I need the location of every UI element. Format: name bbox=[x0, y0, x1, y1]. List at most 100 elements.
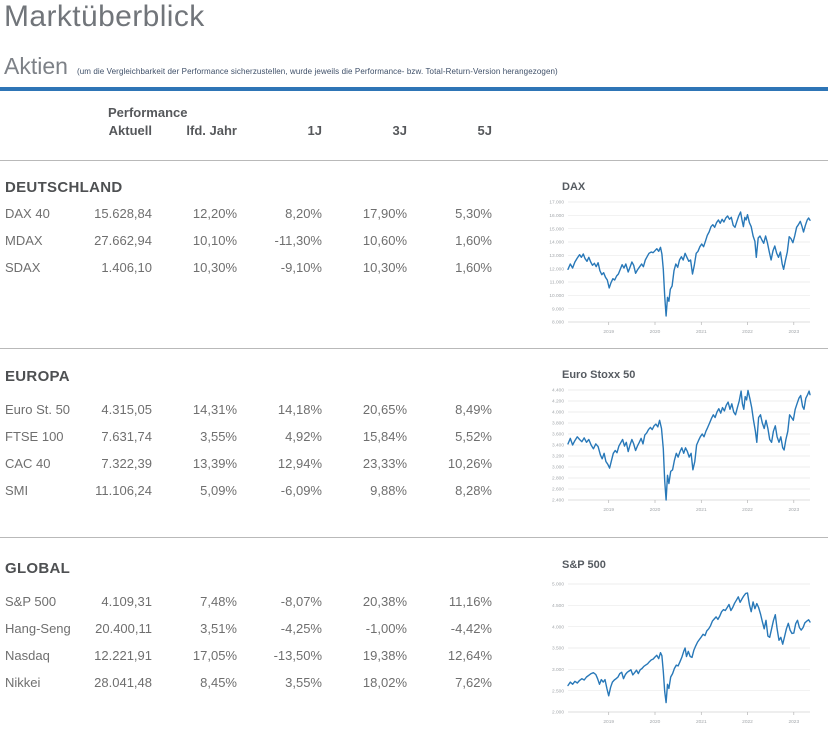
row-value: -1,00% bbox=[365, 621, 407, 636]
svg-text:2019: 2019 bbox=[603, 507, 614, 513]
row-value: -11,30% bbox=[274, 233, 322, 248]
row-value: 10,26% bbox=[447, 456, 492, 471]
row-value: 15.628,84 bbox=[94, 206, 152, 221]
divider bbox=[0, 160, 828, 161]
row-index-name: SDAX bbox=[5, 260, 41, 275]
svg-text:13.000: 13.000 bbox=[549, 253, 564, 259]
row-value: 8,45% bbox=[200, 675, 237, 690]
section-title-global: GLOBAL bbox=[5, 560, 71, 577]
row-value: 4.109,31 bbox=[101, 594, 152, 609]
svg-text:3.500: 3.500 bbox=[552, 646, 564, 652]
column-header-aktuell: Aktuell bbox=[108, 123, 152, 138]
svg-text:2020: 2020 bbox=[650, 329, 661, 335]
svg-text:17.000: 17.000 bbox=[549, 200, 564, 206]
row-value: 20.400,11 bbox=[95, 621, 152, 636]
svg-text:8.000: 8.000 bbox=[552, 320, 564, 326]
svg-text:4.200: 4.200 bbox=[552, 399, 564, 405]
aktien-heading-row: Aktien (um die Vergleichbarkeit der Perf… bbox=[4, 53, 824, 79]
svg-text:2019: 2019 bbox=[603, 329, 614, 335]
svg-text:3.800: 3.800 bbox=[552, 421, 564, 427]
row-index-name: DAX 40 bbox=[5, 206, 50, 221]
svg-text:2022: 2022 bbox=[742, 329, 753, 335]
row-value: 27.662,94 bbox=[94, 233, 152, 248]
table-row: Euro St. 50 4.315,05 14,31% 14,18% 20,65% 8,4… bbox=[5, 396, 492, 423]
row-value: 18,02% bbox=[362, 675, 407, 690]
svg-text:2019: 2019 bbox=[603, 719, 614, 725]
row-value: -4,25% bbox=[280, 621, 322, 636]
row-value: 17,05% bbox=[192, 648, 237, 663]
sp500-chart: 2.000 2.500 3.000 3.500 4.000 4.500 5.000 2019 2… bbox=[552, 582, 811, 725]
row-index-name: S&P 500 bbox=[5, 594, 57, 609]
row-value: 1,60% bbox=[455, 260, 492, 275]
svg-text:2020: 2020 bbox=[650, 719, 661, 725]
svg-text:2.400: 2.400 bbox=[552, 498, 564, 504]
svg-text:4.500: 4.500 bbox=[552, 603, 564, 609]
row-value: 1.406,10 bbox=[101, 260, 152, 275]
column-header-3j: 3J bbox=[392, 123, 407, 138]
row-value: 23,33% bbox=[362, 456, 407, 471]
column-header-5j: 5J bbox=[477, 123, 492, 138]
table-row: SDAX 1.406,10 10,30% -9,10% 10,30% 1,60% bbox=[5, 254, 492, 281]
section-title-europa: EUROPA bbox=[5, 368, 70, 385]
row-value: 14,18% bbox=[277, 402, 322, 417]
row-index-name: Euro St. 50 bbox=[5, 402, 71, 417]
svg-text:11.000: 11.000 bbox=[550, 280, 565, 286]
row-value: 5,30% bbox=[455, 206, 492, 221]
dax-chart-title: DAX bbox=[562, 181, 586, 193]
svg-text:2022: 2022 bbox=[742, 507, 753, 513]
table-row: Hang-Seng 20.400,11 3,51% -4,25% -1,00% -4,42… bbox=[5, 615, 492, 642]
row-value: 7.322,39 bbox=[101, 456, 152, 471]
table-section-europa: Euro St. 50 4.315,05 14,31% 14,18% 20,65% 8,4… bbox=[5, 396, 492, 504]
section-heading: Aktien bbox=[4, 53, 68, 79]
row-value: -9,10% bbox=[280, 260, 322, 275]
row-value: 20,38% bbox=[362, 594, 407, 609]
svg-text:3.000: 3.000 bbox=[552, 667, 564, 673]
svg-text:14.000: 14.000 bbox=[549, 240, 564, 246]
svg-text:15.000: 15.000 bbox=[549, 226, 564, 232]
table-section-deutschland: DAX 40 15.628,84 12,20% 8,20% 17,90% 5,30% MDA… bbox=[5, 200, 492, 281]
row-value: -13,50% bbox=[273, 648, 322, 663]
table-row: Nasdaq 12.221,91 17,05% -13,50% 19,38% 12,64% bbox=[5, 642, 492, 669]
row-value: 12,94% bbox=[277, 456, 322, 471]
row-value: 3,55% bbox=[285, 675, 322, 690]
accent-rule bbox=[0, 87, 828, 91]
svg-text:12.000: 12.000 bbox=[549, 266, 564, 272]
row-value: -4,42% bbox=[450, 621, 492, 636]
page-title: Marktüberblick bbox=[4, 0, 205, 33]
row-value: 10,30% bbox=[362, 260, 407, 275]
row-value: 10,10% bbox=[192, 233, 237, 248]
row-value: 4,92% bbox=[285, 429, 322, 444]
row-index-name: Nikkei bbox=[5, 675, 41, 690]
svg-text:9.000: 9.000 bbox=[552, 306, 564, 312]
svg-text:2.800: 2.800 bbox=[552, 476, 564, 482]
column-header-empty bbox=[5, 122, 90, 140]
row-index-name: MDAX bbox=[5, 233, 43, 248]
row-index-name: FTSE 100 bbox=[5, 429, 64, 444]
row-value: 8,49% bbox=[455, 402, 492, 417]
row-value: 15,84% bbox=[362, 429, 407, 444]
svg-text:2023: 2023 bbox=[788, 719, 799, 725]
section-note: (um die Vergleichbarkeit der Performance… bbox=[76, 67, 558, 76]
row-index-name: Nasdaq bbox=[5, 648, 50, 663]
svg-text:3.600: 3.600 bbox=[552, 432, 564, 438]
column-header-lfd-jahr: lfd. Jahr bbox=[186, 123, 237, 138]
row-value: 12.221,91 bbox=[94, 648, 152, 663]
row-value: 28.041,48 bbox=[94, 675, 152, 690]
svg-text:2023: 2023 bbox=[788, 329, 799, 335]
dax-chart: 8.000 9.000 10.000 11.000 12.000 13.000 14.000… bbox=[549, 200, 811, 335]
sp500-chart-title: S&P 500 bbox=[562, 559, 606, 571]
performance-group-header: Performance bbox=[108, 105, 188, 120]
section-title-deutschland: DEUTSCHLAND bbox=[5, 179, 123, 196]
table-row: CAC 40 7.322,39 13,39% 12,94% 23,33% 10,26% bbox=[5, 450, 492, 477]
row-value: 3,55% bbox=[200, 429, 237, 444]
row-index-name: Hang-Seng bbox=[5, 621, 71, 636]
svg-text:2023: 2023 bbox=[788, 507, 799, 513]
svg-text:2.500: 2.500 bbox=[552, 688, 564, 694]
svg-text:4.400: 4.400 bbox=[552, 388, 564, 394]
table-row: Nikkei 28.041,48 8,45% 3,55% 18,02% 7,62% bbox=[5, 669, 492, 696]
euro-stoxx-chart-title: Euro Stoxx 50 bbox=[562, 369, 636, 381]
svg-text:3.400: 3.400 bbox=[552, 443, 564, 449]
svg-text:2.000: 2.000 bbox=[552, 710, 564, 716]
table-row: DAX 40 15.628,84 12,20% 8,20% 17,90% 5,30% bbox=[5, 200, 492, 227]
row-value: 3,51% bbox=[200, 621, 237, 636]
